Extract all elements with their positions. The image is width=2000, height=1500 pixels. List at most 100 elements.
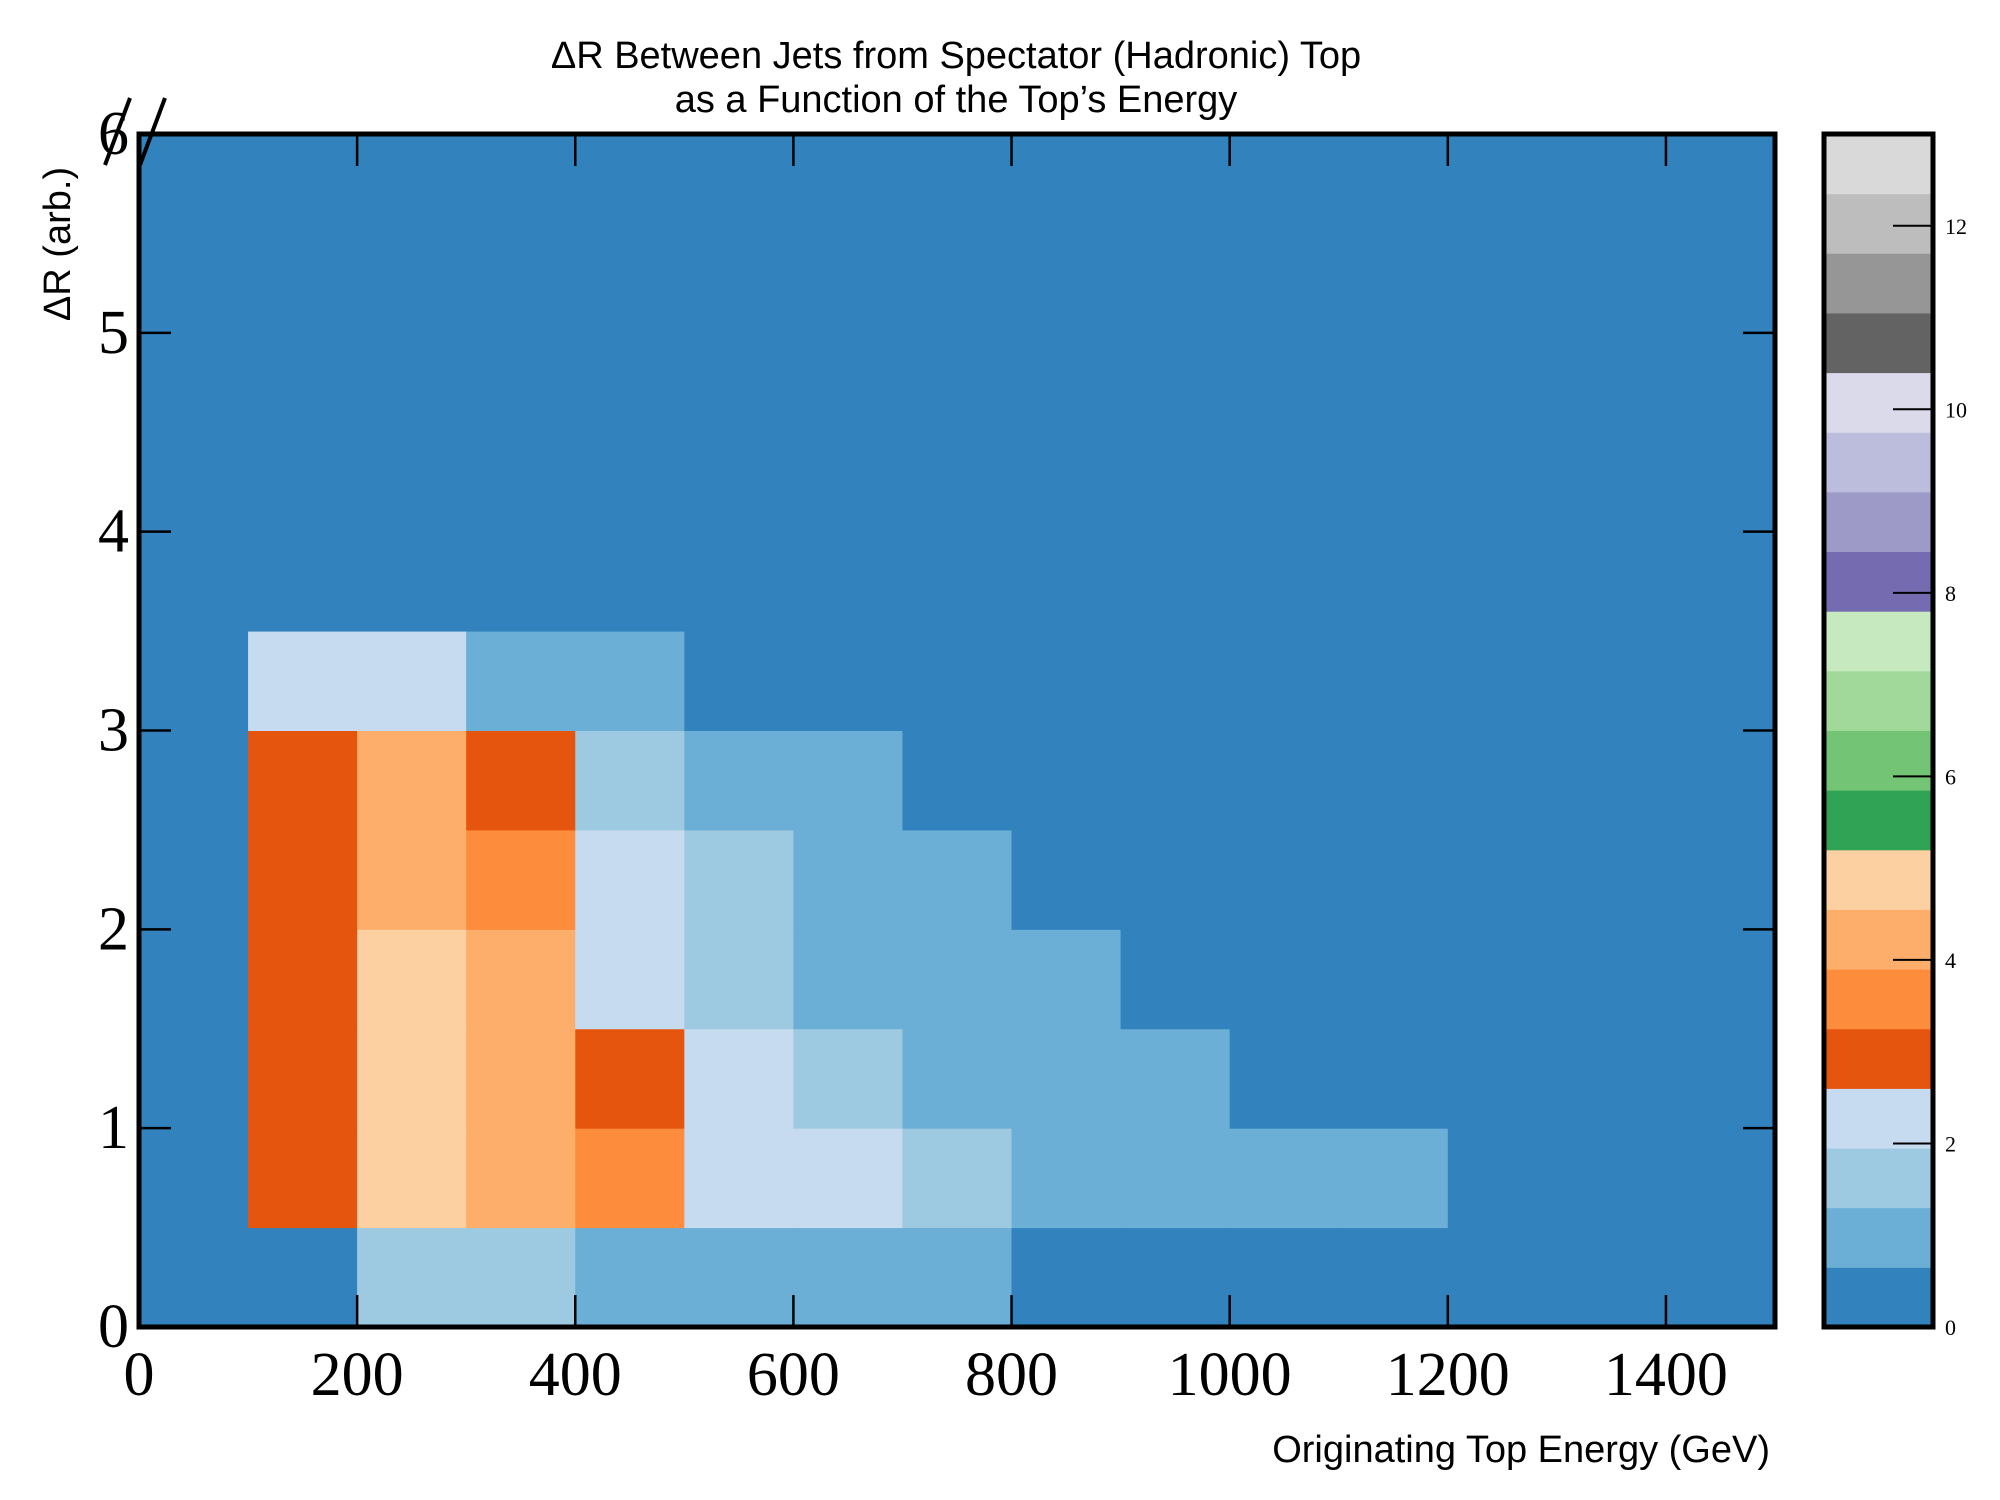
x-tick-label: 1000: [1168, 1341, 1292, 1409]
cell: [139, 531, 249, 632]
cell: [139, 730, 249, 831]
cell: [902, 829, 1013, 930]
cell: [1665, 730, 1776, 831]
colorbar-segment: [1824, 1148, 1933, 1209]
cell: [466, 134, 576, 234]
cell: [139, 829, 249, 930]
cell: [793, 1227, 903, 1328]
cell: [1011, 631, 1122, 731]
cell: [793, 134, 903, 234]
cell: [357, 631, 467, 731]
cell: [575, 929, 685, 1030]
cell: [1120, 829, 1231, 930]
cell: [248, 332, 358, 433]
cell: [466, 332, 576, 433]
cell: [1338, 631, 1449, 731]
cell: [139, 134, 249, 234]
cell: [139, 631, 249, 731]
cell: [357, 432, 467, 533]
cell: [575, 1128, 685, 1229]
cell: [1011, 531, 1122, 632]
cell: [1229, 929, 1340, 1030]
cell: [248, 631, 358, 731]
cell: [793, 1128, 903, 1229]
x-tick-label: 600: [747, 1341, 840, 1409]
cell: [902, 1028, 1013, 1129]
cell: [357, 134, 467, 234]
cell: [575, 531, 685, 632]
cell: [684, 531, 794, 632]
colorbar-tick-label: 4: [1945, 948, 1956, 973]
colorbar-segment: [1824, 1207, 1933, 1268]
y-tick-label: 5: [98, 299, 129, 367]
cell: [902, 531, 1013, 632]
cell: [1120, 730, 1231, 831]
cell: [139, 1128, 249, 1229]
x-tick-label: 400: [529, 1341, 622, 1409]
colorbar-segment: [1824, 730, 1933, 791]
cell: [1229, 730, 1340, 831]
cell: [793, 631, 903, 731]
x-tick-label: 1200: [1386, 1341, 1510, 1409]
cell: [357, 1128, 467, 1229]
cell: [1229, 1128, 1340, 1229]
cell: [1011, 332, 1122, 433]
cell: [139, 233, 249, 334]
cell: [1665, 332, 1776, 433]
cell: [139, 1028, 249, 1129]
cell: [248, 1227, 358, 1328]
colorbar: [1824, 134, 1933, 1328]
cell: [684, 432, 794, 533]
cell: [248, 829, 358, 930]
cell: [684, 1128, 794, 1229]
cell: [466, 829, 576, 930]
cell: [1229, 631, 1340, 731]
colorbar-segment: [1824, 849, 1933, 910]
cell: [1447, 1128, 1558, 1229]
y-tick-label: 1: [98, 1094, 129, 1162]
colorbar-segment: [1824, 193, 1933, 254]
cell: [1447, 730, 1558, 831]
cell: [902, 134, 1013, 234]
cell: [466, 929, 576, 1030]
cell: [139, 432, 249, 533]
cell: [684, 631, 794, 731]
cell: [1556, 631, 1667, 731]
cell: [1338, 332, 1449, 433]
axis-break: [138, 97, 167, 166]
chart-title: as a Function of the Top’s Energy: [675, 79, 1238, 121]
colorbar-segment: [1824, 969, 1933, 1030]
cell: [684, 730, 794, 831]
colorbar-segment: [1824, 312, 1933, 374]
cell: [1447, 134, 1558, 234]
cell: [1447, 1227, 1558, 1328]
cell: [793, 929, 903, 1030]
cell: [1011, 730, 1122, 831]
cell: [357, 332, 467, 433]
axis-break: [103, 97, 132, 166]
cell: [1556, 929, 1667, 1030]
colorbar-segment: [1824, 491, 1933, 553]
cell: [357, 829, 467, 930]
cell: [684, 1028, 794, 1129]
cell: [1120, 134, 1231, 234]
cell: [1011, 1028, 1122, 1129]
colorbar-segment: [1824, 1267, 1933, 1328]
y-tick-label: 0: [98, 1293, 129, 1361]
cell: [1665, 1128, 1776, 1229]
cell: [793, 332, 903, 433]
colorbar-segment: [1824, 611, 1933, 672]
colorbar-segment: [1824, 432, 1933, 493]
cell: [1338, 1028, 1449, 1129]
cell: [793, 730, 903, 831]
cell: [1665, 829, 1776, 930]
cell: [1556, 1028, 1667, 1129]
colorbar-tick-label: 12: [1945, 214, 1967, 239]
colorbar-tick-label: 6: [1945, 764, 1956, 789]
cell: [1229, 134, 1340, 234]
heatmap: [139, 134, 1776, 1328]
cell: [902, 929, 1013, 1030]
cell: [1665, 432, 1776, 533]
cell: [1011, 1227, 1122, 1328]
